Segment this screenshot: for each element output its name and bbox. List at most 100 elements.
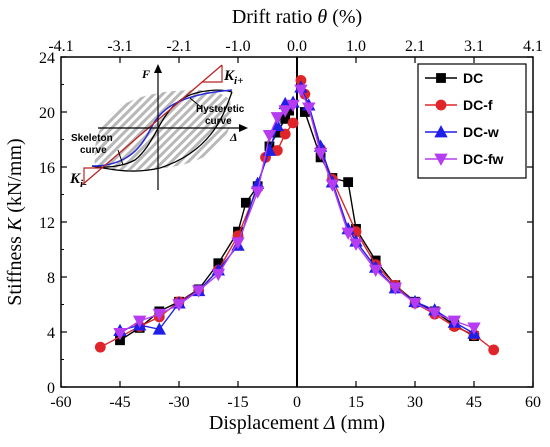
data-point <box>343 177 354 188</box>
data-point <box>388 282 403 295</box>
data-point <box>325 179 340 192</box>
y-label-prefix: Stiffness <box>4 231 26 306</box>
data-point <box>270 112 285 125</box>
data-point <box>302 102 316 115</box>
data-point <box>488 344 500 356</box>
y-tick-label: 4 <box>47 325 55 342</box>
top-axis-label: Drift ratio θ (%) <box>232 6 362 28</box>
data-point <box>427 307 442 320</box>
k-minus-main: K <box>69 171 81 187</box>
legend-label: DC-w <box>463 124 499 140</box>
skeleton-curve-label-2: curve <box>80 145 107 156</box>
f-arrow-icon <box>154 64 162 73</box>
data-point <box>231 237 245 250</box>
data-point <box>467 322 481 335</box>
x-tick-label: 15 <box>348 394 364 411</box>
hysteretic-loop-area <box>94 90 232 171</box>
series-layer <box>94 74 500 356</box>
hysteretic-pointer-line <box>189 97 203 109</box>
x-tick-label: -30 <box>168 394 189 411</box>
y-tick-label: 20 <box>39 105 55 122</box>
k-plus-label: Ki+ <box>223 68 243 87</box>
legend-label: DC <box>463 70 483 86</box>
legend-marker <box>434 125 448 138</box>
hysteretic-curve-label-2: curve <box>205 116 232 127</box>
y-tick-label: 24 <box>39 50 55 67</box>
top-tick-label: 3.1 <box>464 38 484 55</box>
data-point <box>191 285 206 298</box>
data-point <box>286 99 300 112</box>
series-dc-fw <box>113 84 481 341</box>
k-plus-sub: i+ <box>234 75 243 87</box>
skeleton-pointer-line <box>117 149 124 166</box>
inset-f-label: F <box>141 67 150 81</box>
axes: -60 -45 -30 -15 0 15 30 45 60 -4.1 -3.1 -2.1 -1.0 0.0… <box>39 38 543 411</box>
top-tick-label: -3.1 <box>107 38 132 55</box>
y-tick-label: 8 <box>47 270 55 287</box>
data-point <box>368 264 383 277</box>
top-label-symbol: θ <box>317 6 327 28</box>
data-point <box>349 238 363 251</box>
hysteretic-curve-black-return <box>91 91 233 172</box>
top-tick-label: 4.1 <box>523 38 543 55</box>
hysteretic-curve-label-1: Hysteretic <box>196 104 245 115</box>
x-tick-label: -15 <box>227 394 248 411</box>
data-point <box>250 186 265 199</box>
legend-marker <box>436 73 446 83</box>
data-point <box>94 341 106 353</box>
top-tick-label: 2.1 <box>405 38 425 55</box>
series-line <box>300 89 475 329</box>
x-tick-label: 45 <box>466 394 482 411</box>
y-tick-label: 12 <box>39 215 55 232</box>
top-label-suffix: (%) <box>327 6 362 28</box>
top-label-prefix: Drift ratio <box>232 6 318 28</box>
data-point <box>132 315 147 328</box>
k-minus-label: Ki- <box>69 171 87 190</box>
k-minus-sub: i- <box>80 178 87 190</box>
x-label-prefix: Displacement <box>209 412 324 434</box>
k-plus-triangle <box>202 65 223 83</box>
legend: DC DC-f DC-w DC-fw <box>417 63 527 179</box>
skeleton-curve-label-1: Skeleton <box>71 133 113 144</box>
data-point <box>313 147 328 161</box>
y-label-symbol: K <box>4 216 26 232</box>
data-point <box>278 105 292 118</box>
data-point <box>262 129 277 143</box>
data-point <box>408 297 422 310</box>
x-tick-label: 0 <box>293 394 301 411</box>
data-point <box>113 327 127 341</box>
data-point <box>172 299 186 312</box>
x-label-suffix: (mm) <box>336 412 385 434</box>
inset-delta-label: Δ <box>229 130 238 144</box>
data-point <box>240 197 251 208</box>
data-point <box>341 227 355 240</box>
x-tick-label: -45 <box>109 394 130 411</box>
top-tick-label: -2.1 <box>166 38 191 55</box>
delta-arrow-icon <box>239 124 248 132</box>
legend-marker <box>435 99 447 111</box>
data-point <box>152 322 167 335</box>
data-point <box>279 128 291 140</box>
y-tick-label: 0 <box>47 380 55 397</box>
y-axis-label: Stiffness K (kN/mm) <box>4 138 26 305</box>
top-tick-label: -4.1 <box>48 38 73 55</box>
x-tick-label: 30 <box>407 394 423 411</box>
y-tick-label: 16 <box>39 160 55 177</box>
legend-label: DC-f <box>463 97 493 113</box>
x-label-symbol: Δ <box>323 412 336 434</box>
top-tick-label: 1.0 <box>346 38 366 55</box>
skeleton-curve-blue <box>91 89 233 167</box>
data-point <box>447 315 462 328</box>
data-point <box>152 308 167 321</box>
x-axis-label: Displacement Δ (mm) <box>209 412 385 434</box>
data-point <box>294 84 308 97</box>
data-point <box>211 268 226 282</box>
stiffness-secant-line <box>81 64 223 186</box>
x-tick-label: -60 <box>50 394 71 411</box>
legend-label: DC-fw <box>463 151 504 167</box>
y-label-suffix: (kN/mm) <box>4 138 26 217</box>
top-tick-label: 0.0 <box>287 38 307 55</box>
hysteretic-curve-black <box>91 89 233 168</box>
top-tick-label: -1.0 <box>225 38 250 55</box>
